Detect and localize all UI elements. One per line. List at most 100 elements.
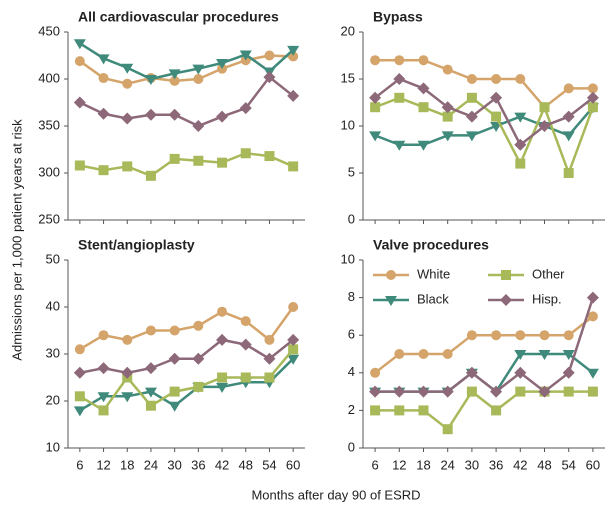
marker: [514, 112, 527, 123]
marker: [490, 91, 503, 104]
marker: [216, 59, 229, 70]
x-tick-label: 42: [513, 457, 527, 472]
y-tick-label: 4: [348, 364, 355, 379]
series-line: [375, 389, 593, 432]
marker: [98, 405, 109, 416]
series-line: [79, 348, 295, 413]
y-tick-label: 10: [46, 439, 60, 454]
marker: [240, 316, 251, 327]
legend-label: Hisp.: [532, 291, 562, 306]
series-line: [79, 75, 294, 128]
marker: [369, 131, 382, 142]
marker: [217, 372, 228, 383]
marker: [239, 338, 252, 351]
marker: [73, 39, 86, 50]
y-tick-label: 8: [348, 289, 355, 304]
marker: [97, 107, 110, 120]
x-tick-label: 60: [586, 457, 600, 472]
marker: [169, 75, 180, 86]
series-line: [374, 106, 594, 147]
y-tick-label: 10: [341, 251, 355, 266]
marker: [394, 405, 405, 416]
marker: [216, 382, 229, 393]
marker: [263, 71, 276, 84]
marker: [370, 367, 381, 378]
marker: [562, 366, 575, 379]
y-tick-label: 6: [348, 327, 355, 342]
marker: [287, 89, 300, 102]
x-tick-label: 24: [144, 457, 158, 472]
x-tick-label: 18: [120, 457, 134, 472]
y-tick-label: 450: [38, 23, 60, 38]
marker: [168, 69, 181, 80]
marker: [288, 302, 299, 312]
marker: [563, 83, 574, 94]
marker: [369, 385, 382, 398]
x-tick-label: 48: [239, 457, 253, 472]
y-tick-label: 10: [341, 117, 355, 132]
marker: [417, 385, 430, 398]
marker: [393, 140, 406, 151]
series-line: [374, 96, 595, 177]
marker: [562, 131, 575, 142]
panel-title: Bypass: [373, 9, 423, 25]
marker: [369, 91, 382, 104]
marker: [370, 55, 381, 66]
marker: [168, 352, 181, 365]
marker: [417, 82, 430, 95]
marker: [216, 333, 229, 346]
marker: [73, 366, 86, 379]
marker: [193, 320, 204, 331]
x-tick-label: 12: [96, 457, 110, 472]
x-tick-label: 18: [416, 457, 430, 472]
marker: [193, 381, 204, 392]
x-tick-label: 24: [440, 457, 454, 472]
marker: [217, 157, 228, 168]
marker: [538, 120, 551, 132]
x-tick-label: 30: [465, 457, 479, 472]
series-line: [375, 58, 593, 109]
x-tick-label: 6: [371, 457, 378, 472]
marker: [98, 73, 109, 84]
marker: [287, 45, 300, 56]
legend-label: Black: [417, 291, 449, 306]
marker: [97, 54, 110, 65]
marker: [466, 330, 477, 341]
marker: [417, 140, 430, 151]
marker: [287, 354, 300, 365]
marker: [587, 386, 598, 397]
marker: [441, 131, 454, 142]
marker: [264, 334, 275, 345]
y-tick-label: 5: [348, 164, 355, 179]
marker: [501, 270, 511, 280]
marker: [394, 92, 405, 103]
x-tick-label: 12: [392, 457, 406, 472]
marker: [98, 330, 109, 341]
marker: [73, 406, 86, 417]
marker: [465, 366, 478, 379]
marker: [465, 131, 478, 142]
x-tick-label: 54: [262, 457, 276, 472]
marker: [145, 400, 156, 411]
marker: [385, 296, 397, 306]
series-line: [375, 352, 594, 394]
marker: [74, 56, 85, 67]
marker: [442, 349, 453, 359]
marker: [370, 405, 381, 416]
marker: [145, 170, 156, 181]
marker: [538, 350, 551, 360]
marker: [563, 168, 574, 178]
marker: [515, 74, 526, 84]
marker: [418, 349, 429, 359]
marker: [216, 110, 229, 123]
marker: [193, 74, 204, 84]
series-line: [79, 338, 294, 375]
marker: [264, 372, 275, 383]
marker: [466, 92, 477, 103]
marker: [587, 311, 598, 322]
marker: [418, 102, 429, 113]
marker: [217, 306, 228, 317]
marker: [466, 386, 477, 397]
x-tick-label: 42: [215, 457, 229, 472]
